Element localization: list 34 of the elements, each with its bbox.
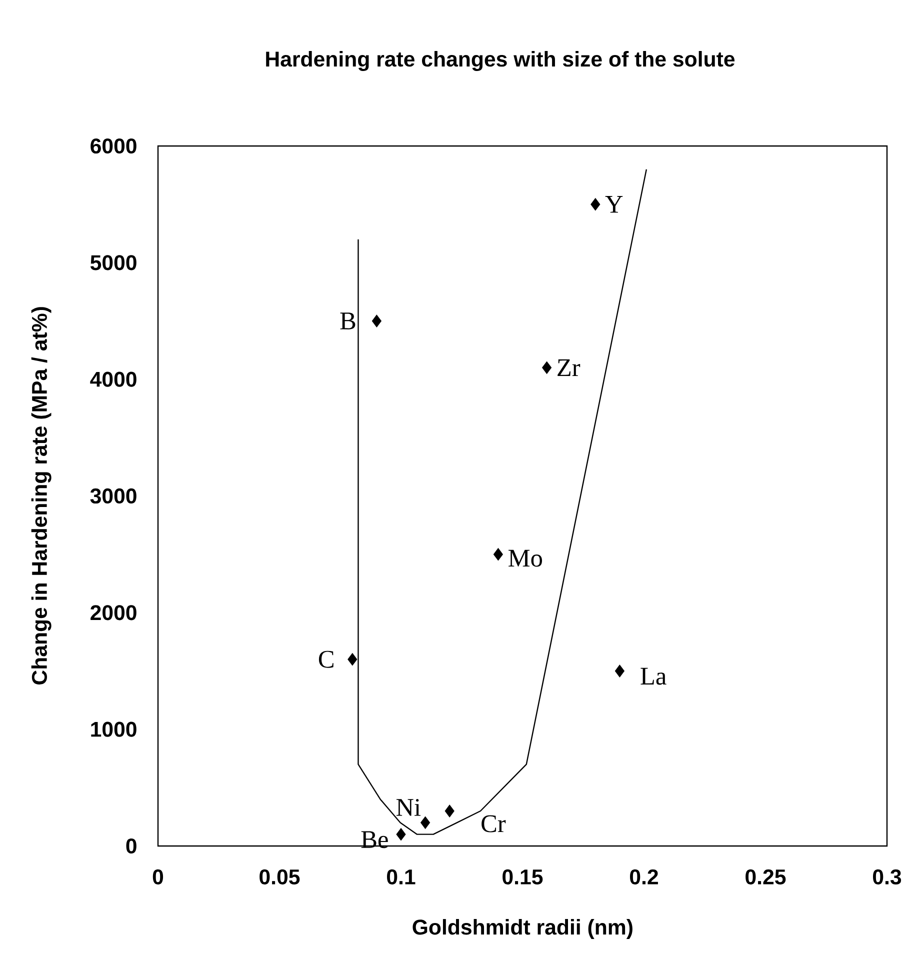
y-tick-label: 4000 bbox=[90, 372, 136, 387]
point bbox=[444, 804, 454, 818]
point bbox=[493, 548, 503, 561]
annotation: Mo bbox=[508, 550, 542, 567]
x-tick-label: 0 bbox=[152, 869, 164, 884]
point bbox=[372, 314, 382, 328]
x-tick-label: 0.3 bbox=[873, 869, 902, 884]
y-tick-label: 6000 bbox=[90, 138, 136, 154]
y-axis-title: Change in Hardening rate (MPa / at%) bbox=[31, 307, 52, 684]
point bbox=[348, 653, 358, 666]
chart-title: Hardening rate changes with size of the solute bbox=[266, 51, 735, 71]
point bbox=[396, 828, 406, 841]
annotation: Ni bbox=[396, 798, 421, 816]
y-tick-label: 1000 bbox=[91, 722, 136, 737]
y-tick-label: 3000 bbox=[90, 488, 136, 504]
point bbox=[420, 816, 430, 829]
x-tick-label: 0.15 bbox=[502, 869, 543, 884]
annotation: Zr bbox=[558, 359, 580, 376]
annotation: C bbox=[318, 650, 334, 668]
annotation: La bbox=[640, 668, 666, 685]
annotation: Cr bbox=[482, 815, 506, 832]
point bbox=[590, 198, 600, 211]
annotation: B bbox=[340, 312, 356, 330]
point bbox=[614, 664, 624, 678]
point bbox=[542, 361, 552, 374]
annotation: Y bbox=[605, 196, 623, 213]
x-tick-label: 0.2 bbox=[630, 869, 658, 884]
y-tick-label: 2000 bbox=[90, 605, 136, 620]
x-tick-label: 0.25 bbox=[746, 869, 786, 884]
x-tick-label: 0.1 bbox=[387, 869, 416, 884]
y-tick-label: 5000 bbox=[90, 255, 136, 270]
x-axis-title: Goldshmidt radii (nm) bbox=[412, 919, 632, 939]
y-tick-label: 0 bbox=[126, 838, 136, 854]
x-tick-label: 0.05 bbox=[260, 869, 300, 884]
